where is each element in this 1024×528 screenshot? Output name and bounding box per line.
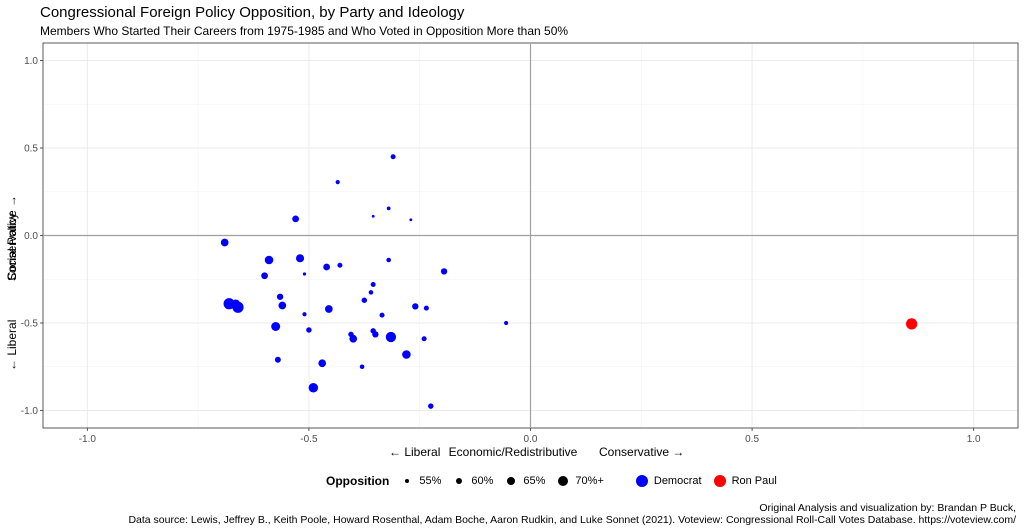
legend-title: Opposition bbox=[326, 474, 390, 488]
legend-ron-paul-label: Ron Paul bbox=[731, 475, 777, 487]
legend-size-65-label: 65% bbox=[523, 475, 546, 487]
democrat-point bbox=[428, 403, 434, 409]
democrat-point bbox=[409, 218, 413, 222]
y-tick-label: 0.5 bbox=[24, 144, 38, 155]
y-tick-label: 0.0 bbox=[24, 231, 38, 242]
x-tick-label: 0.0 bbox=[524, 434, 538, 445]
legend-size-60: 60% bbox=[451, 475, 493, 487]
democrat-point bbox=[220, 238, 229, 247]
y-axis-label-3: Conservative → bbox=[5, 195, 19, 280]
democrat-point bbox=[359, 364, 365, 370]
democrat-point bbox=[361, 297, 368, 303]
democrat-point bbox=[386, 206, 391, 211]
y-tick-label: 1.0 bbox=[24, 56, 38, 67]
democrat-point bbox=[302, 312, 307, 317]
democrat-point bbox=[232, 301, 244, 313]
democrat-point bbox=[261, 272, 268, 280]
legend-democrat-label: Democrat bbox=[653, 475, 702, 487]
legend-size-55: 55% bbox=[399, 475, 441, 487]
democrat-point bbox=[308, 383, 319, 393]
legend-size-55-label: 55% bbox=[419, 475, 442, 487]
democrat-point bbox=[295, 254, 305, 263]
legend-democrat: Democrat bbox=[634, 475, 702, 487]
caption: Original Analysis and visualization by: … bbox=[128, 502, 1016, 526]
x-tick-label: 0.5 bbox=[745, 434, 759, 445]
democrat-point bbox=[379, 312, 385, 318]
scatter-plot: -1.0 -0.5 0.0 0.5 1.0 1.0 0.5 0.0 -0.5 -1.0 ← Libe… bbox=[5, 42, 1019, 459]
x-axis-label-2: Economic/Redistributive bbox=[449, 445, 578, 459]
chart-subtitle: Members Who Started Their Careers from 1… bbox=[40, 24, 569, 38]
democrat-point bbox=[421, 336, 427, 342]
size-60-dot-icon bbox=[456, 478, 463, 484]
y-tick-label: -1.0 bbox=[21, 406, 39, 417]
democrat-point bbox=[318, 359, 327, 368]
y-tick-label: -0.5 bbox=[21, 319, 39, 330]
democrat-point bbox=[504, 320, 509, 326]
democrat-point bbox=[274, 356, 281, 363]
democrat-point bbox=[349, 334, 358, 343]
size-65-dot-icon bbox=[507, 477, 516, 485]
democrat-dot-icon bbox=[635, 475, 648, 487]
democrat-point bbox=[306, 327, 312, 333]
democrat-point bbox=[385, 331, 397, 343]
democrat-point bbox=[370, 281, 376, 288]
ron-paul-dot-icon bbox=[713, 475, 726, 487]
legend-size-70-label: 70%+ bbox=[575, 475, 604, 487]
democrat-point bbox=[302, 272, 307, 276]
size-70-dot-icon bbox=[558, 476, 569, 486]
democrat-point bbox=[335, 180, 340, 185]
democrat-point bbox=[372, 331, 379, 338]
ron-paul-point bbox=[906, 318, 918, 330]
legend: Opposition 55% 60% 65% 70%+ Democrat Ron… bbox=[326, 474, 787, 488]
x-tick-label: -0.5 bbox=[300, 434, 318, 445]
democrat-point bbox=[323, 263, 331, 271]
democrat-point bbox=[276, 293, 284, 300]
democrat-point bbox=[371, 214, 375, 218]
legend-size-60-label: 60% bbox=[471, 475, 494, 487]
chart-title: Congressional Foreign Policy Opposition,… bbox=[40, 4, 465, 21]
democrat-point bbox=[412, 303, 419, 310]
democrat-point bbox=[402, 350, 411, 359]
democrat-point bbox=[292, 215, 300, 223]
x-axis-label-3: Conservative → bbox=[599, 445, 684, 459]
democrat-point bbox=[325, 305, 333, 313]
democrat-point bbox=[271, 322, 281, 331]
legend-size-70: 70%+ bbox=[555, 475, 604, 487]
democrat-point bbox=[423, 305, 429, 311]
caption-line-2: Data source: Lewis, Jeffrey B., Keith Po… bbox=[128, 514, 1016, 526]
democrat-point bbox=[278, 301, 287, 310]
democrat-point bbox=[368, 290, 374, 295]
democrat-point bbox=[440, 268, 448, 275]
x-axis-label-1: ← Liberal bbox=[389, 445, 440, 459]
size-55-dot-icon bbox=[405, 479, 410, 483]
x-tick-label: -1.0 bbox=[79, 434, 97, 445]
y-axis-label-2: Social Policy bbox=[5, 213, 19, 281]
x-tick-label: 1.0 bbox=[967, 434, 981, 445]
democrat-point bbox=[386, 257, 391, 263]
democrat-point bbox=[337, 262, 343, 268]
y-axis-label-1: ← Liberal bbox=[5, 320, 19, 371]
democrat-point bbox=[390, 154, 396, 160]
democrat-point bbox=[264, 255, 274, 265]
legend-size-65: 65% bbox=[503, 475, 545, 487]
democrat-point bbox=[223, 298, 235, 310]
legend-ron-paul: Ron Paul bbox=[712, 475, 777, 487]
caption-line-1: Original Analysis and visualization by: … bbox=[759, 502, 1016, 514]
